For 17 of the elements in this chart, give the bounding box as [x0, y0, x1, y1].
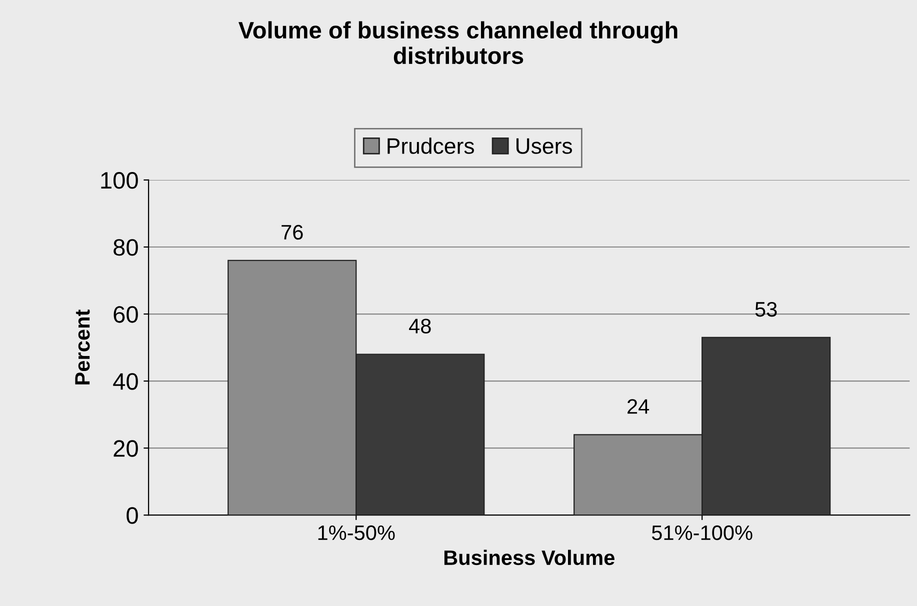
legend-label: Prudcers — [388, 138, 474, 154]
data-label: 76 — [282, 224, 303, 240]
y-tick-label: 60 — [114, 306, 138, 323]
x-tick-label: 1%-50% — [318, 525, 395, 540]
legend-label: Users — [516, 138, 572, 154]
chart-title: Volume of business channeled through distributors — [238, 21, 678, 64]
x-tick-label: 51%-100% — [652, 525, 752, 540]
data-label: 48 — [409, 318, 431, 334]
x-axis-title: Business Volume — [444, 550, 614, 566]
y-tick-label: 40 — [113, 373, 138, 390]
data-label: 53 — [755, 302, 777, 317]
y-tick-label: 100 — [101, 172, 138, 189]
y-tick-label: 0 — [126, 507, 138, 524]
y-axis-title: Percent — [75, 310, 90, 384]
data-label: 24 — [628, 399, 650, 414]
y-tick-label: 20 — [114, 440, 138, 457]
y-tick-label: 80 — [114, 239, 138, 256]
